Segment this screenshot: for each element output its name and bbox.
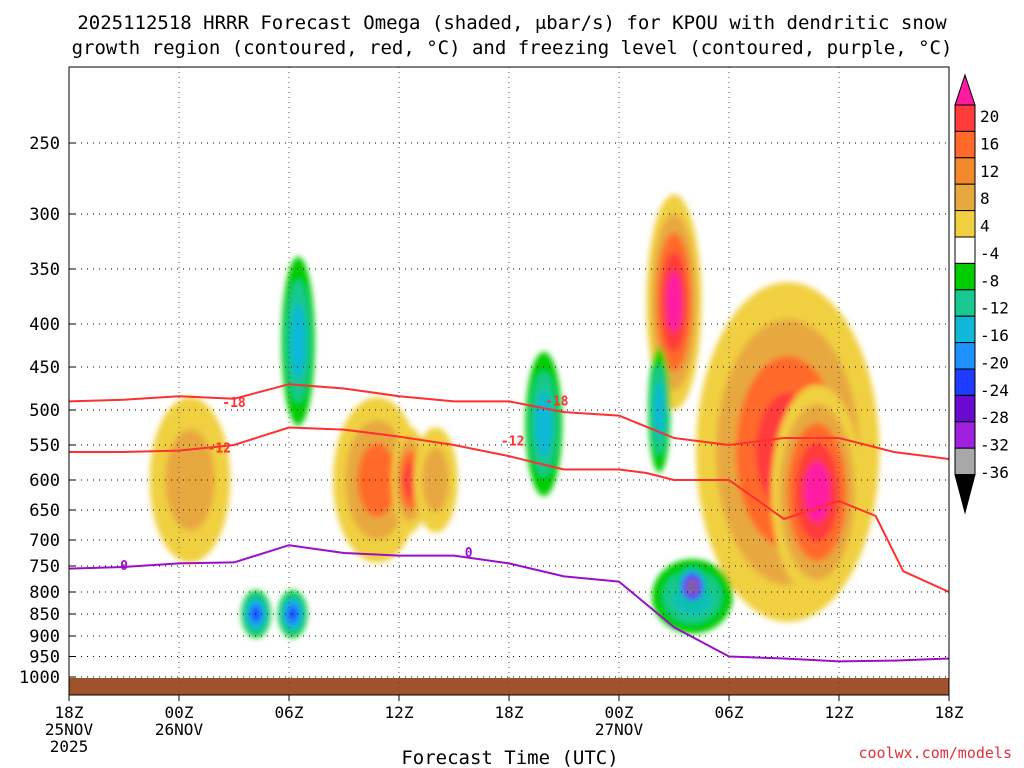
- y-tick-label-0: 250: [29, 134, 60, 154]
- y-tick-label-9: 700: [29, 531, 60, 551]
- omega-shade-4-4: [666, 271, 682, 333]
- colorbar-label-9: -20: [980, 353, 1009, 372]
- y-tick-label-7: 600: [29, 471, 60, 491]
- x-tick-label-6: 06Z: [715, 703, 744, 722]
- y-tick-label-13: 900: [29, 627, 60, 647]
- colorbar-segment-9: [954, 315, 976, 344]
- colorbar-label-6: -8: [980, 271, 999, 290]
- omega-shade-6-4: [803, 461, 831, 523]
- x-axis-label: Forecast Time (UTC): [401, 747, 618, 768]
- y-tick-label-10: 750: [29, 557, 60, 577]
- colorbar-segment-2: [954, 130, 976, 159]
- y-tick-label-15: 1000: [19, 668, 60, 688]
- x-tick-label-4: 18Z: [495, 703, 524, 722]
- x-tick-label-3: 12Z: [385, 703, 414, 722]
- contour-label-3: -12: [501, 435, 524, 450]
- colorbar-segment-1: [954, 104, 976, 132]
- contour-label-0: -18: [222, 396, 246, 411]
- colorbar-bottom-triangle: [954, 474, 976, 515]
- contour-label-5: 0: [465, 546, 473, 561]
- contour-label-4: 0: [120, 559, 128, 574]
- colorbar-segment-7: [954, 262, 976, 291]
- x-tick-label-5: 00Z: [605, 703, 634, 722]
- colorbar-label-0: 20: [980, 107, 999, 126]
- colorbar-label-11: -28: [980, 408, 1009, 427]
- colorbar-label-2: 12: [980, 162, 999, 181]
- contour-line-0: [69, 383, 949, 460]
- colorbar-top-triangle: [954, 73, 976, 106]
- y-axis: 2503003504004505005506006507007508008509…: [19, 134, 75, 688]
- x-tick-sublabel-1-0: 26NOV: [155, 720, 204, 739]
- colorbar-label-7: -12: [980, 299, 1009, 318]
- colorbar-segment-8: [954, 289, 976, 317]
- y-tick-label-2: 350: [29, 260, 60, 280]
- y-tick-label-1: 300: [29, 205, 60, 225]
- y-tick-label-8: 650: [29, 501, 60, 521]
- y-tick-label-14: 950: [29, 648, 60, 668]
- colorbar-label-13: -36: [980, 463, 1009, 482]
- x-tick-label-2: 06Z: [275, 703, 304, 722]
- temperature-contours: -18 -18 -12 -12 0 0: [69, 383, 949, 663]
- colorbar: 20 16 12 8 4 -4 -8 -12 -16 -20 -24 -28 -32 -36: [954, 73, 1009, 515]
- omega-shade-9-4: [288, 607, 297, 621]
- colorbar-label-5: -4: [980, 244, 999, 263]
- y-tick-label-5: 500: [29, 401, 60, 421]
- x-tick-label-7: 12Z: [825, 703, 854, 722]
- x-tick-sublabel-0-0: 25NOV: [45, 720, 94, 739]
- x-tick-label-1: 00Z: [165, 703, 194, 722]
- colorbar-segment-13: [954, 421, 976, 449]
- colorbar-segment-11: [954, 368, 976, 396]
- y-tick-label-3: 400: [29, 315, 60, 335]
- colorbar-segment-6: [954, 236, 976, 264]
- colorbar-segment-12: [954, 394, 976, 423]
- colorbar-label-4: 4: [980, 217, 990, 236]
- colorbar-segment-4: [954, 183, 976, 212]
- y-tick-label-12: 850: [29, 605, 60, 625]
- colorbar-segment-10: [954, 342, 976, 370]
- contour-label-1: -18: [545, 394, 569, 409]
- x-tick-sublabel-5-0: 27NOV: [595, 720, 644, 739]
- colorbar-segment-14: [954, 447, 976, 476]
- colorbar-label-1: 16: [980, 134, 999, 153]
- x-tick-label-0: 18Z: [55, 703, 84, 722]
- contour-line-2: [69, 544, 949, 663]
- x-tick-sublabel-0-1: 2025: [50, 737, 89, 756]
- chart-title-line-2: growth region (contoured, red, °C) and f…: [72, 37, 953, 59]
- contour-label-2: -12: [208, 442, 231, 457]
- colorbar-label-12: -32: [980, 436, 1009, 455]
- y-tick-label-4: 450: [29, 358, 60, 378]
- omega-shade-2-3: [403, 461, 417, 499]
- colorbar-label-3: 8: [980, 189, 990, 208]
- omega-shade-11-2: [654, 382, 665, 438]
- y-tick-label-11: 800: [29, 583, 60, 603]
- omega-shade-13-8: [689, 583, 696, 591]
- colorbar-segment-5: [954, 210, 976, 238]
- chart-title-line-1: 2025112518 HRRR Forecast Omega (shaded, …: [77, 12, 947, 34]
- colorbar-label-8: -16: [980, 326, 1009, 345]
- omega-shade-7-2: [290, 303, 306, 379]
- x-tick-label-8: 18Z: [935, 703, 964, 722]
- contour-line-1: [69, 426, 949, 593]
- omega-shade-1-2: [357, 443, 397, 517]
- credit-text[interactable]: coolwx.com/models: [858, 744, 1012, 762]
- omega-shade-8-4: [251, 607, 261, 621]
- colorbar-label-10: -24: [980, 381, 1009, 400]
- colorbar-segment-3: [954, 157, 976, 185]
- y-tick-label-6: 550: [29, 436, 60, 456]
